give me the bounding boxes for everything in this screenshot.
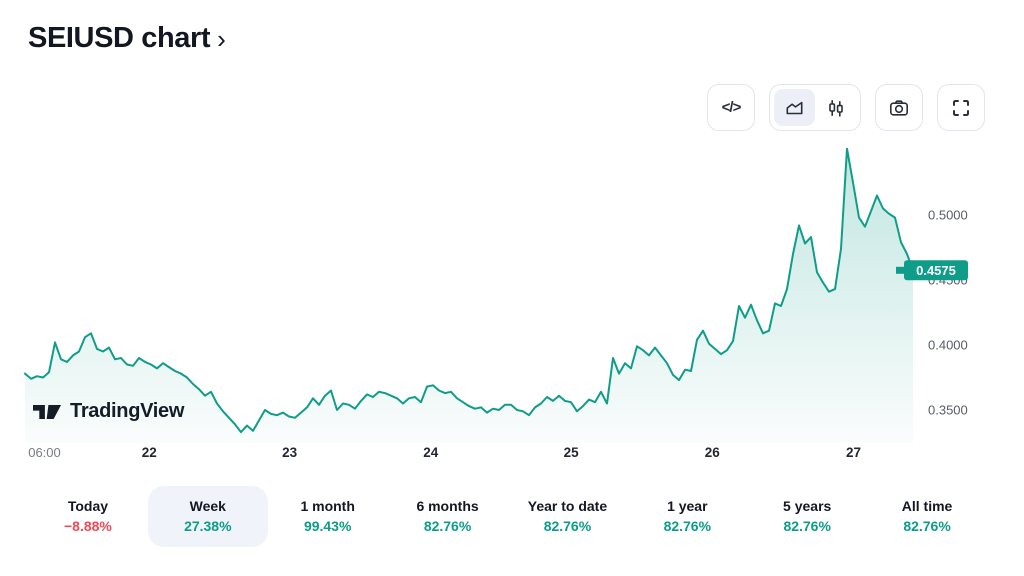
period-label: 6 months xyxy=(416,498,479,514)
period-change: 27.38% xyxy=(184,518,232,534)
chart-toolbar: </> xyxy=(707,84,985,131)
x-axis-label: 24 xyxy=(423,445,439,460)
last-price-badge: 0.4575 xyxy=(896,260,968,281)
period-change: 82.76% xyxy=(543,518,592,534)
camera-icon xyxy=(889,99,908,116)
period-change: 99.43% xyxy=(303,518,352,534)
area-chart-icon xyxy=(786,101,803,114)
x-axis-label: 23 xyxy=(282,445,298,460)
period-change: 82.76% xyxy=(423,518,472,534)
period-selector: Today −8.88% Week 27.38% 1 month 99.43% … xyxy=(28,486,987,547)
period-label: 1 year xyxy=(667,498,708,514)
period-today[interactable]: Today −8.88% xyxy=(28,486,148,547)
page-title[interactable]: SEIUSD chart › xyxy=(28,22,226,55)
chevron-right-icon: › xyxy=(217,24,226,54)
period-label: 5 years xyxy=(783,498,832,514)
fullscreen-button[interactable] xyxy=(937,84,985,131)
period-change: 82.76% xyxy=(783,518,831,534)
period-label: Week xyxy=(189,498,226,514)
period-label: 1 month xyxy=(300,498,355,514)
period-1-month[interactable]: 1 month 99.43% xyxy=(268,486,388,547)
x-axis-label: 06:00 xyxy=(28,445,61,460)
y-axis-label: 0.3500 xyxy=(928,403,968,418)
snapshot-button[interactable] xyxy=(875,84,923,131)
embed-code-button[interactable]: </> xyxy=(707,84,755,131)
candlestick-icon xyxy=(828,99,843,116)
fullscreen-icon xyxy=(953,99,969,116)
period-5-years[interactable]: 5 years 82.76% xyxy=(747,486,867,547)
chart-style-toggle xyxy=(769,84,861,131)
candlestick-style-button[interactable] xyxy=(815,89,856,126)
x-axis-label: 25 xyxy=(564,445,580,460)
x-axis-label: 22 xyxy=(142,445,157,460)
period-6-months[interactable]: 6 months 82.76% xyxy=(388,486,508,547)
period-change: 82.76% xyxy=(663,518,712,534)
period-all-time[interactable]: All time 82.76% xyxy=(867,486,987,547)
code-icon: </> xyxy=(721,99,742,116)
period-label: Today xyxy=(67,498,109,514)
x-axis-label: 27 xyxy=(846,445,861,460)
period-label: All time xyxy=(901,498,953,514)
y-axis-label: 0.4000 xyxy=(928,338,968,353)
y-axis-label: 0.5000 xyxy=(928,208,968,223)
period-week[interactable]: Week 27.38% xyxy=(147,486,268,547)
price-line xyxy=(24,147,914,434)
area-chart-style-button[interactable] xyxy=(774,89,815,126)
x-axis-label: 26 xyxy=(705,445,721,460)
period-change: −8.88% xyxy=(64,518,112,534)
page-title-text: SEIUSD chart xyxy=(28,22,211,54)
last-price-value: 0.4575 xyxy=(916,263,956,278)
period-1-year[interactable]: 1 year 82.76% xyxy=(627,486,747,547)
period-year-to-date[interactable]: Year to date 82.76% xyxy=(508,486,628,547)
period-label: Year to date xyxy=(527,498,608,514)
area-fill xyxy=(25,148,913,443)
period-change: 82.76% xyxy=(903,518,951,534)
